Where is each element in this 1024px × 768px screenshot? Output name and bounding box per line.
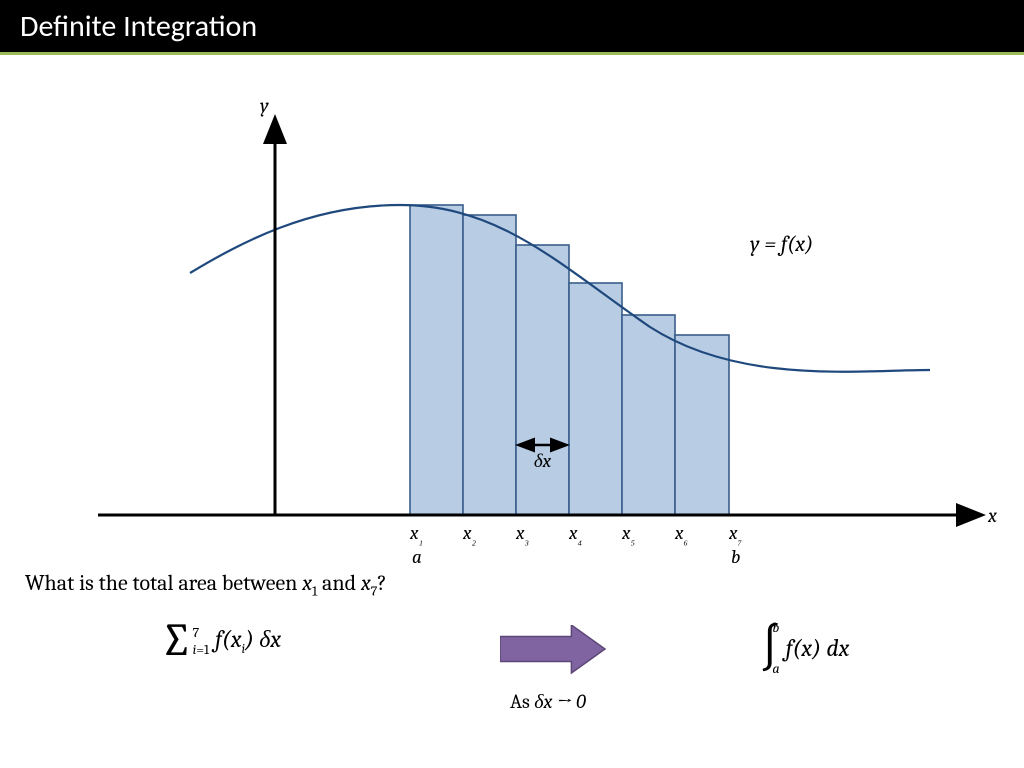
- as-prefix: As: [510, 690, 534, 713]
- x-tick-label: x₂: [462, 522, 476, 547]
- y-axis-label: y: [260, 94, 269, 117]
- riemann-bar: [410, 205, 463, 515]
- x-tick-label: x₄: [568, 522, 582, 547]
- riemann-chart: y x y = f(x) δx x₁a x₂ x₃ x₄ x₅ x₆ x₇b: [0, 55, 1024, 575]
- curve-label: y = f(x): [750, 231, 813, 257]
- x-axis-label: x: [987, 504, 997, 527]
- q-suffix: ?: [377, 570, 386, 596]
- formula-row: What is the total area between x1 and x7…: [0, 575, 1024, 765]
- sigma-symbol: ∑: [160, 620, 193, 661]
- as-expr: δx → 0: [534, 690, 586, 713]
- int-bounds: ba: [772, 631, 779, 665]
- int-upper: b: [772, 619, 779, 636]
- x-tick-label: x₆: [674, 522, 688, 547]
- sum-lower-eq: =1: [196, 641, 209, 658]
- sum-lower: i=1: [193, 641, 210, 658]
- x-tick-label: x₇: [728, 522, 742, 547]
- transition-arrow: [500, 625, 610, 680]
- riemann-bar: [569, 283, 622, 515]
- riemann-bar: [622, 315, 675, 515]
- q-prefix: What is the total area between: [25, 570, 302, 596]
- slide-header: Definite Integration: [0, 0, 1024, 55]
- slide-title: Definite Integration: [20, 8, 257, 45]
- q-mid: and: [317, 570, 361, 596]
- riemann-bar: [675, 335, 729, 515]
- sum-upper: 7: [193, 624, 210, 641]
- x-tick-label: x₅: [621, 522, 635, 547]
- q-x1: x: [302, 570, 312, 596]
- limit-text: As δx → 0: [510, 690, 586, 714]
- q-x7: x: [361, 570, 371, 596]
- int-body: f(x) dx: [786, 634, 850, 662]
- sum-formula: ∑7i=1 f(xi) δx: [160, 620, 281, 661]
- dx-label: δx: [534, 450, 552, 472]
- x-tick-label: x₁: [409, 522, 423, 547]
- int-lower: a: [772, 660, 779, 677]
- x-sub-label: b: [731, 546, 740, 568]
- riemann-bar: [516, 245, 569, 515]
- x-sub-label: a: [412, 546, 422, 568]
- sum-bounds: 7i=1: [193, 624, 210, 658]
- question-text: What is the total area between x1 and x7…: [25, 570, 387, 599]
- riemann-bar: [463, 215, 516, 515]
- x-tick-label: x₃: [515, 522, 529, 547]
- sum-body: f(xi) δx: [215, 625, 281, 653]
- integral-formula: ∫baf(x) dx: [760, 620, 849, 675]
